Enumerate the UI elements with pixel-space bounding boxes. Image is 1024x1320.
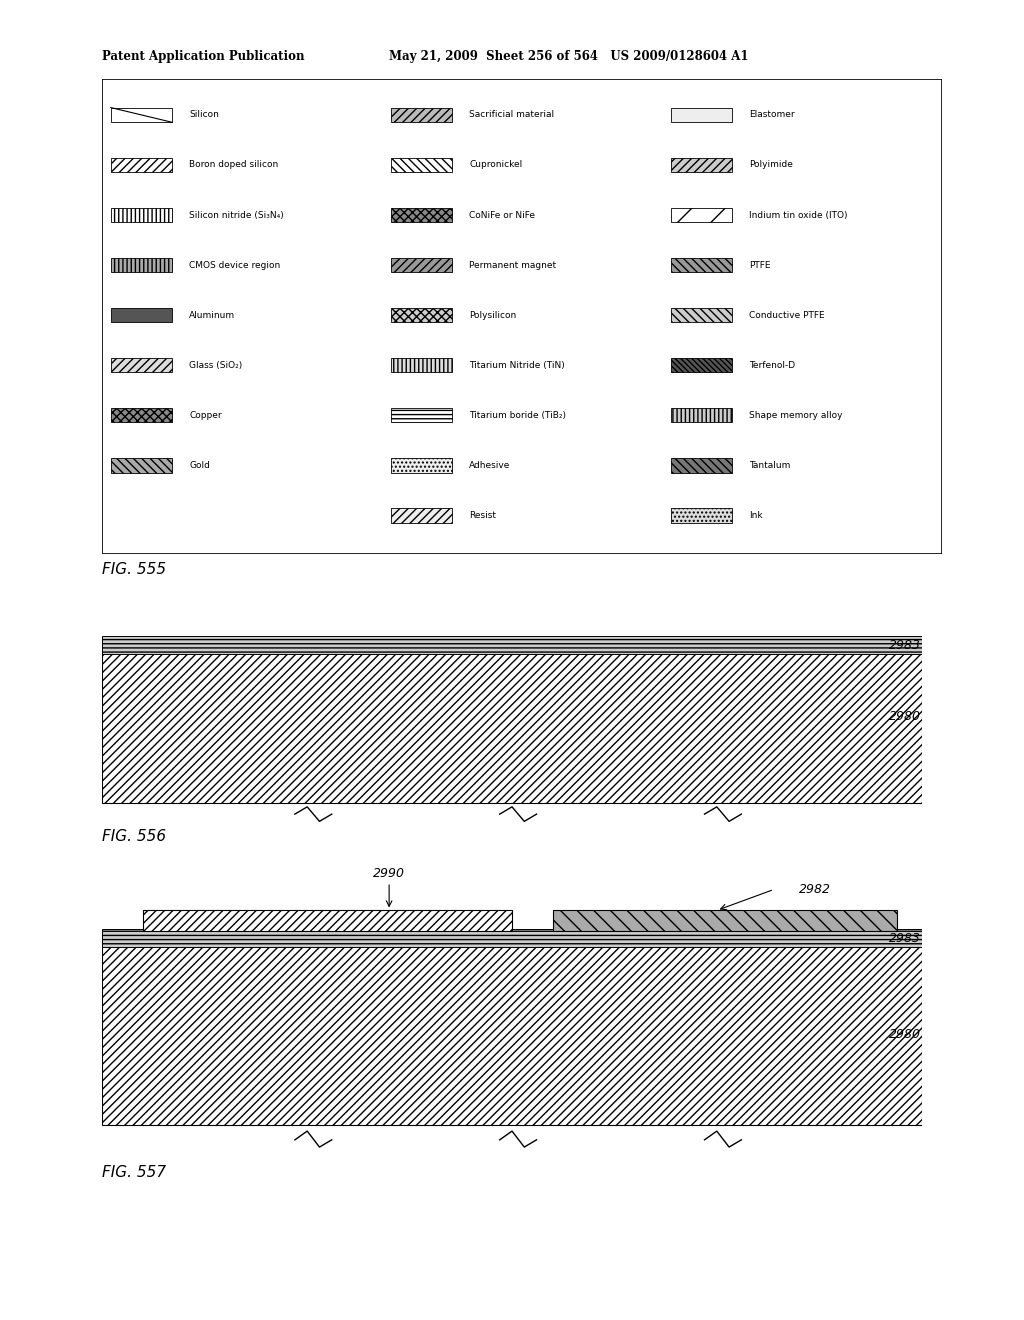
Bar (391, 458, 453, 473)
Bar (671, 257, 732, 272)
Bar (391, 358, 453, 372)
Bar (102, 929, 922, 948)
Bar (111, 308, 172, 322)
Bar (102, 651, 922, 803)
Text: Boron doped silicon: Boron doped silicon (189, 161, 279, 169)
Text: 2980: 2980 (889, 1028, 921, 1041)
Text: Gold: Gold (189, 461, 210, 470)
Text: Indium tin oxide (ITO): Indium tin oxide (ITO) (749, 210, 848, 219)
Text: 2982: 2982 (799, 883, 830, 896)
Text: Patent Application Publication: Patent Application Publication (102, 50, 305, 63)
Text: Cupronickel: Cupronickel (469, 161, 522, 169)
Bar (553, 911, 897, 931)
Bar (671, 207, 732, 222)
Bar (671, 358, 732, 372)
Text: Adhesive: Adhesive (469, 461, 510, 470)
Text: Titarium boride (TiB₂): Titarium boride (TiB₂) (469, 411, 566, 420)
Text: Silicon nitride (Si₃N₄): Silicon nitride (Si₃N₄) (189, 210, 284, 219)
Text: Copper: Copper (189, 411, 222, 420)
Text: Ink: Ink (749, 511, 763, 520)
Bar (391, 408, 453, 422)
Bar (671, 107, 732, 123)
Text: Titarium Nitride (TiN): Titarium Nitride (TiN) (469, 360, 565, 370)
Text: CMOS device region: CMOS device region (189, 260, 281, 269)
Bar (111, 408, 172, 422)
Text: Sacrificial material: Sacrificial material (469, 111, 554, 120)
Bar (111, 458, 172, 473)
Text: Terfenol-D: Terfenol-D (749, 360, 795, 370)
Bar (111, 157, 172, 173)
Bar (671, 308, 732, 322)
Text: Shape memory alloy: Shape memory alloy (749, 411, 843, 420)
Text: 2983: 2983 (889, 639, 921, 652)
Text: Glass (SiO₂): Glass (SiO₂) (189, 360, 243, 370)
Bar (143, 911, 512, 931)
Text: Tantalum: Tantalum (749, 461, 791, 470)
Bar (391, 308, 453, 322)
Text: Resist: Resist (469, 511, 496, 520)
Bar (111, 207, 172, 222)
Text: 2983: 2983 (889, 932, 921, 945)
Bar (671, 508, 732, 523)
Bar (102, 944, 922, 1125)
Text: Polysilicon: Polysilicon (469, 310, 516, 319)
Bar (102, 636, 922, 655)
Bar (391, 157, 453, 173)
Text: Polyimide: Polyimide (749, 161, 793, 169)
Text: CoNiFe or NiFe: CoNiFe or NiFe (469, 210, 536, 219)
Bar (391, 508, 453, 523)
Text: Elastomer: Elastomer (749, 111, 795, 120)
Bar (111, 107, 172, 123)
Bar (111, 358, 172, 372)
Bar (391, 107, 453, 123)
Bar (391, 257, 453, 272)
Text: Aluminum: Aluminum (189, 310, 236, 319)
Bar (391, 207, 453, 222)
Text: 2980: 2980 (889, 710, 921, 722)
Text: FIG. 555: FIG. 555 (102, 562, 167, 577)
Bar (671, 458, 732, 473)
Text: 2990: 2990 (373, 867, 406, 880)
Text: Conductive PTFE: Conductive PTFE (749, 310, 824, 319)
Bar (671, 157, 732, 173)
Text: May 21, 2009  Sheet 256 of 564   US 2009/0128604 A1: May 21, 2009 Sheet 256 of 564 US 2009/01… (389, 50, 749, 63)
Text: Permanent magnet: Permanent magnet (469, 260, 556, 269)
Bar (111, 257, 172, 272)
Text: PTFE: PTFE (749, 260, 770, 269)
Text: FIG. 556: FIG. 556 (102, 829, 167, 843)
Bar (671, 408, 732, 422)
Text: Silicon: Silicon (189, 111, 219, 120)
Text: FIG. 557: FIG. 557 (102, 1166, 167, 1180)
